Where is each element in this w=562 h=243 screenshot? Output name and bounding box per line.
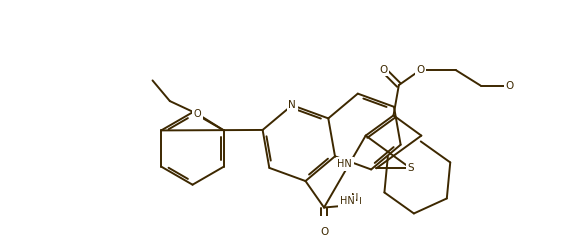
Text: N: N bbox=[288, 100, 296, 110]
Text: H: H bbox=[355, 197, 361, 206]
Text: S: S bbox=[407, 163, 414, 173]
Text: O: O bbox=[194, 109, 202, 119]
Text: O: O bbox=[416, 65, 424, 75]
Text: O: O bbox=[379, 65, 388, 75]
Text: N: N bbox=[351, 193, 359, 203]
Text: O: O bbox=[320, 227, 328, 237]
Text: O: O bbox=[506, 81, 514, 91]
Text: HN: HN bbox=[340, 196, 355, 206]
Text: HN: HN bbox=[338, 159, 352, 169]
